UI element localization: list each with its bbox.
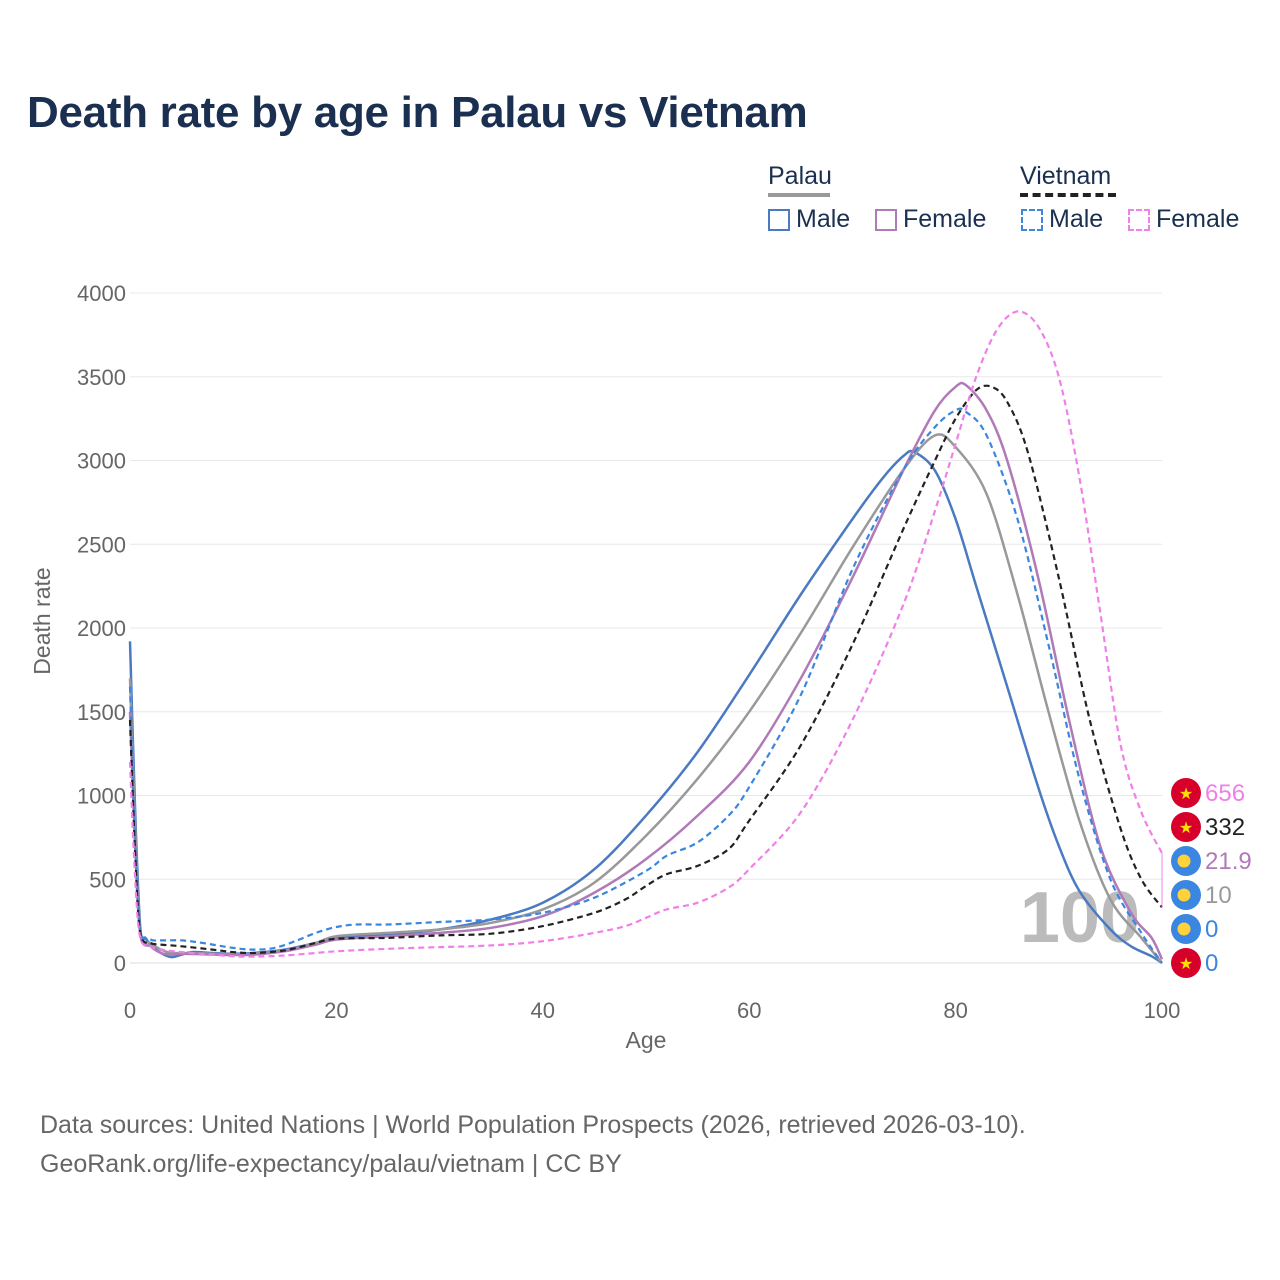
legend-item-vietnam-male[interactable]: Male <box>1021 205 1103 234</box>
legend-label-vietnam-female: Female <box>1156 205 1240 233</box>
y-tick-label: 3000 <box>77 449 126 474</box>
y-axis-title: Death rate <box>29 567 55 674</box>
x-tick-label: 100 <box>1144 998 1181 1023</box>
series-line-vietnam-average[interactable] <box>128 384 1163 955</box>
y-tick-label: 3500 <box>77 365 126 390</box>
y-axis-ticks: 0 500 1000 1500 2000 2500 3000 3500 4000 <box>77 281 126 976</box>
y-tick-label: 500 <box>89 867 126 892</box>
vietnam-flag-icon <box>1171 812 1201 842</box>
end-value-label: 21.9 <box>1205 848 1252 875</box>
legend-item-palau-male[interactable]: Male <box>768 205 850 234</box>
x-tick-label: 40 <box>531 998 555 1023</box>
x-tick-label: 60 <box>737 998 761 1023</box>
y-tick-label: 2000 <box>77 616 126 641</box>
legend-vietnam-title-text: Vietnam <box>1020 162 1112 190</box>
legend-swatch-vietnam-male <box>1021 208 1043 231</box>
star-icon: ★ <box>1179 820 1193 837</box>
end-value-label: 0 <box>1205 950 1218 977</box>
legend-label-palau-female: Female <box>903 205 987 233</box>
legend-swatch-vietnam-female <box>1128 208 1150 231</box>
vietnam-flag-icon <box>1171 778 1201 808</box>
series-line-palau-female[interactable] <box>128 381 1164 960</box>
x-tick-label: 20 <box>324 998 348 1023</box>
footer-sources: Data sources: United Nations | World Pop… <box>40 1111 1026 1139</box>
footer: Data sources: United Nations | World Pop… <box>40 1106 1026 1184</box>
legend-label-palau-male: Male <box>796 205 851 233</box>
legend-vietnam-title: Vietnam <box>1020 162 1116 197</box>
legend-label-vietnam-male: Male <box>1049 205 1104 233</box>
legend-item-vietnam-female[interactable]: Female <box>1128 205 1239 234</box>
legend-palau-title-text: Palau <box>768 162 832 190</box>
x-axis-ticks: 0 20 40 60 80 100 <box>124 998 1180 1023</box>
end-value-label: 332 <box>1205 814 1245 841</box>
chart-title: Death rate by age in Palau vs Vietnam <box>27 88 808 137</box>
series-line-vietnam-female[interactable] <box>128 310 1163 958</box>
y-tick-label: 4000 <box>77 281 126 306</box>
y-tick-label: 0 <box>114 951 126 976</box>
series-line-palau-average[interactable] <box>128 433 1163 964</box>
end-value-label: 656 <box>1205 780 1245 807</box>
legend-swatch-palau-male <box>768 208 790 231</box>
moon-icon <box>1177 888 1191 902</box>
legend-palau-line <box>768 193 830 197</box>
series-line-palau-male[interactable] <box>128 449 1163 965</box>
y-tick-label: 1500 <box>77 700 126 725</box>
series-lines <box>128 310 1164 965</box>
x-axis-title: Age <box>626 1027 667 1053</box>
legend-item-palau-female[interactable]: Female <box>875 205 986 234</box>
moon-icon <box>1177 922 1191 936</box>
legend-vietnam-line <box>1020 193 1116 197</box>
end-value-label: 0 <box>1205 916 1218 943</box>
moon-icon <box>1177 854 1191 868</box>
end-labels: ★ 656 ★ 332 21.9 10 0 ★ 0 <box>1161 778 1252 978</box>
legend-swatch-palau-female <box>875 208 897 231</box>
star-icon: ★ <box>1179 956 1193 973</box>
star-icon: ★ <box>1179 786 1193 803</box>
legend-palau-title: Palau <box>768 162 832 197</box>
x-tick-label: 0 <box>124 998 136 1023</box>
y-tick-label: 1000 <box>77 784 126 809</box>
x-tick-label: 80 <box>943 998 967 1023</box>
y-tick-label: 2500 <box>77 532 126 557</box>
grid <box>130 292 1162 964</box>
series-line-vietnam-male[interactable] <box>128 407 1163 964</box>
vietnam-flag-icon <box>1171 948 1201 978</box>
footer-link[interactable]: GeoRank.org/life-expectancy/palau/vietna… <box>40 1150 622 1178</box>
end-value-label: 10 <box>1205 882 1232 909</box>
